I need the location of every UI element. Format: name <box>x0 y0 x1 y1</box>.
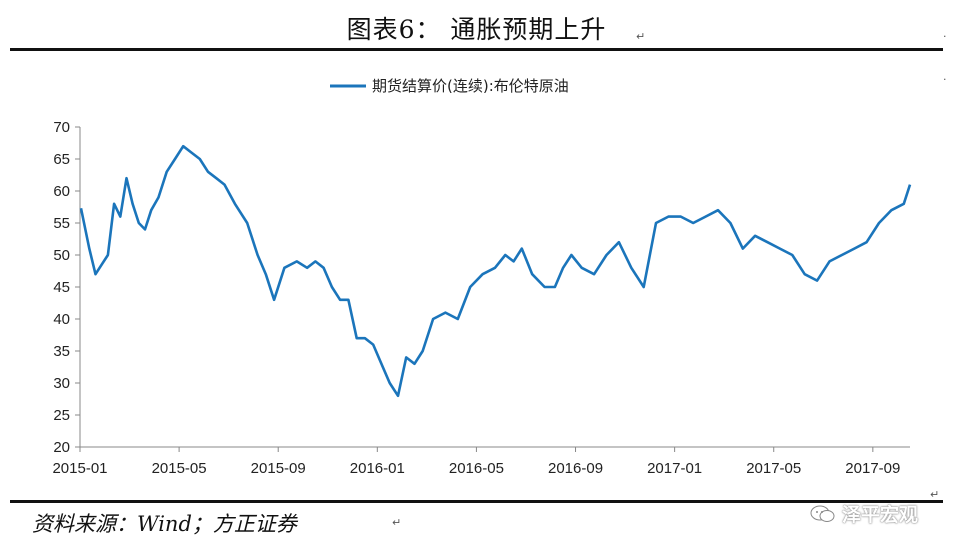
watermark-text: 泽平宏观 <box>841 504 918 526</box>
legend-label: 期货结算价(连续):布伦特原油 <box>372 77 569 95</box>
x-tick-label: 2015-01 <box>52 460 107 477</box>
y-tick-label: 40 <box>53 311 70 328</box>
series-line-brent <box>79 144 912 398</box>
source-note: 资料来源：Wind；方正证券 <box>32 512 297 536</box>
wechat-icon <box>810 505 835 522</box>
y-tick-label: 60 <box>53 183 70 200</box>
paragraph-mark: ↵ <box>392 516 402 529</box>
x-tick-label: 2017-09 <box>845 460 900 477</box>
x-tick-label: 2016-05 <box>449 460 504 477</box>
x-tick-label: 2015-09 <box>251 460 306 477</box>
dot-mark: · <box>943 73 947 86</box>
y-tick-label: 70 <box>53 119 70 136</box>
y-tick-label: 30 <box>53 375 70 392</box>
x-tick-group: 2015-01 2015-05 2015-09 2016-01 2016-05 2016-… <box>52 447 900 477</box>
dot-mark: · <box>943 30 947 43</box>
y-tick-label: 25 <box>53 407 70 424</box>
x-tick-label: 2016-09 <box>548 460 603 477</box>
paragraph-mark: ↵ <box>636 30 646 43</box>
y-tick-group: 70 65 60 55 50 45 40 35 30 25 20 <box>53 119 80 456</box>
top-rule <box>10 48 943 51</box>
x-tick-label: 2016-01 <box>350 460 405 477</box>
y-tick-label: 65 <box>53 151 70 168</box>
y-tick-label: 20 <box>53 439 70 456</box>
bottom-rule <box>10 500 943 503</box>
y-tick-label: 55 <box>53 215 70 232</box>
y-tick-label: 35 <box>53 343 70 360</box>
y-tick-label: 50 <box>53 247 70 264</box>
y-tick-label: 45 <box>53 279 70 296</box>
watermark: 泽平宏观 <box>810 500 918 527</box>
figure-title: 图表6： 通胀预期上升 <box>346 15 607 44</box>
x-tick-label: 2015-05 <box>152 460 207 477</box>
x-tick-label: 2017-01 <box>647 460 702 477</box>
x-tick-label: 2017-05 <box>746 460 801 477</box>
paragraph-mark: ↵ <box>930 488 940 501</box>
